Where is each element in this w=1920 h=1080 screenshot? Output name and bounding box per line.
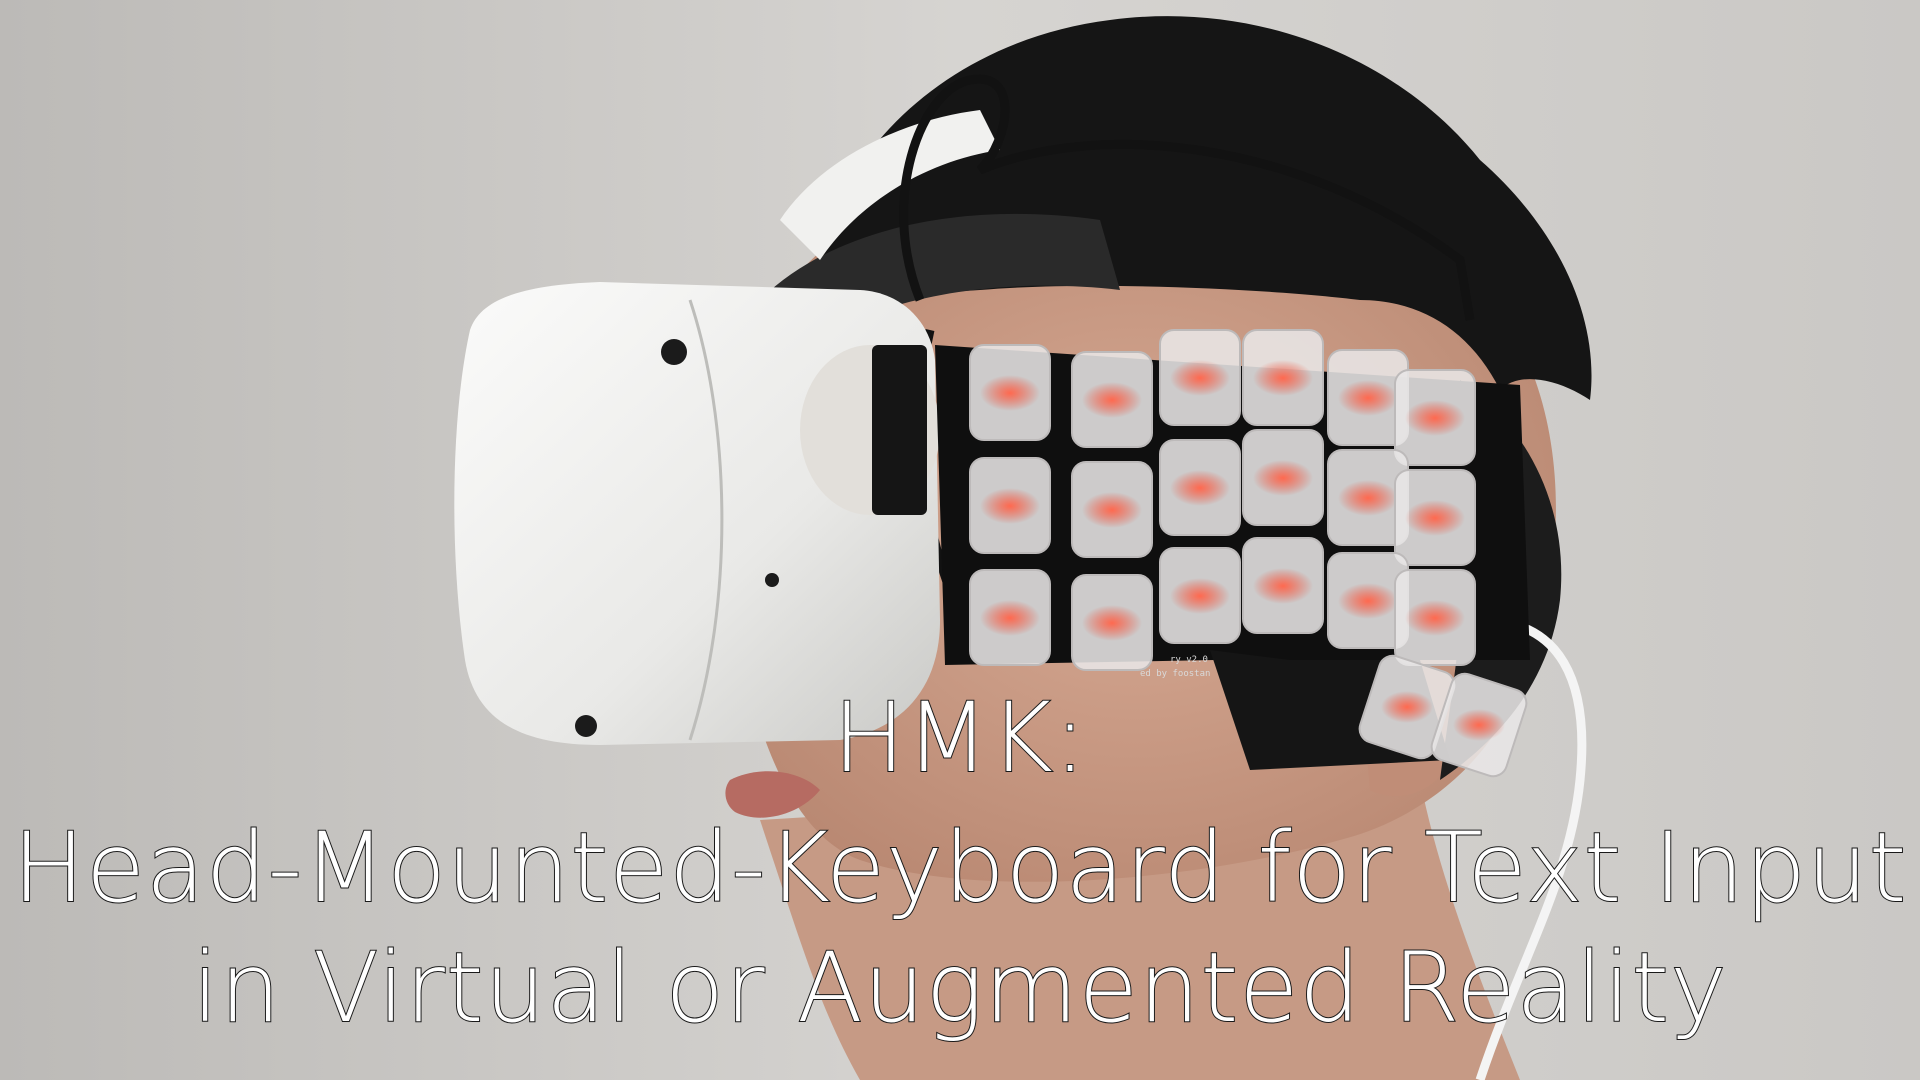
cable-black [899,74,1475,321]
key-led-glow [1253,568,1313,604]
key-led-glow [1253,360,1313,396]
caption-line-2: Head-Mounted-Keyboard for Text Input [12,812,1908,924]
key-led-glow [1082,605,1142,641]
white-top-strap [780,110,1000,260]
pcb-silkscreen-label: ed by foostan [1140,669,1210,679]
lips [725,771,820,818]
key-led-glow [980,375,1040,411]
key-led-glow [980,600,1040,636]
pcb-silkscreen-label: ry v2.0 [1170,655,1208,665]
key-led-glow [1405,400,1465,436]
velcro-strap [872,345,927,515]
key-led-glow [1405,500,1465,536]
visor-seam [688,299,724,741]
side-hole [765,573,779,587]
key-led-glow [1453,709,1505,741]
key-led-glow [1338,583,1398,619]
key-led-glow [980,488,1040,524]
camera-sensor-top [661,339,687,365]
key-led-glow [1381,691,1433,723]
key-led-glow [1082,382,1142,418]
caption-line-1: HMK: [832,682,1088,794]
key-led-glow [1170,470,1230,506]
keycap-grid: ry v2.0 ed by foostan [969,329,1528,778]
key-led-glow [1253,460,1313,496]
key-led-glow [1082,492,1142,528]
hair [820,16,1592,400]
cable-white [1475,615,1587,1080]
key-led-glow [1405,600,1465,636]
key-led-glow [1338,480,1398,516]
key-led-glow [1170,360,1230,396]
caption-line-3: in Virtual or Augmented Reality [191,932,1728,1044]
key-led-glow [1170,578,1230,614]
camera-sensor-bottom [575,715,597,737]
key-led-glow [1338,380,1398,416]
